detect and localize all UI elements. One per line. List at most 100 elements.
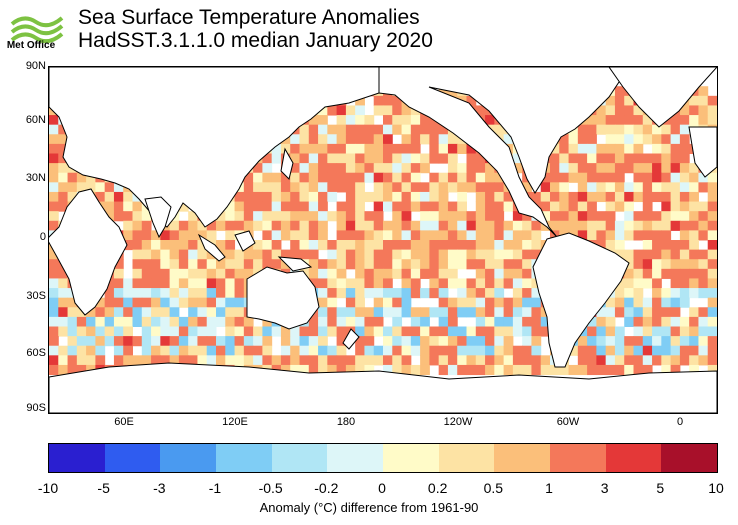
anomaly-cell xyxy=(540,182,551,193)
anomaly-cell xyxy=(123,191,133,203)
anomaly-cell xyxy=(355,182,365,193)
anomaly-cell xyxy=(642,211,653,222)
anomaly-cell xyxy=(318,297,328,308)
anomaly-cell xyxy=(577,191,588,203)
anomaly-cell xyxy=(624,268,634,279)
anomaly-cell xyxy=(67,191,78,203)
anomaly-cell xyxy=(253,220,263,231)
map-canvas xyxy=(49,67,717,413)
anomaly-cell xyxy=(336,249,347,260)
anomaly-cell xyxy=(485,268,495,279)
anomaly-cell xyxy=(679,163,690,174)
anomaly-cell xyxy=(466,211,477,222)
anomaly-cell xyxy=(420,153,430,164)
anomaly-cell xyxy=(141,211,152,222)
anomaly-cell xyxy=(178,355,189,366)
anomaly-cell xyxy=(420,307,430,318)
colorbar-tick-label: -1 xyxy=(208,480,222,496)
anomaly-cell xyxy=(466,364,477,376)
anomaly-cell xyxy=(652,307,662,318)
anomaly-cell xyxy=(550,201,560,212)
anomaly-cell xyxy=(438,278,449,289)
land-outlines xyxy=(49,67,717,413)
anomaly-cell xyxy=(633,288,644,299)
anomaly-cell xyxy=(624,153,634,164)
land-south-america xyxy=(532,232,630,368)
anomaly-cell xyxy=(49,278,59,289)
anomaly-cell xyxy=(188,240,198,251)
anomaly-cell xyxy=(698,220,709,231)
anomaly-cell xyxy=(364,336,375,347)
anomaly-cell xyxy=(624,211,634,222)
anomaly-cell xyxy=(633,230,644,241)
anomaly-cell xyxy=(689,307,699,318)
anomaly-cell xyxy=(113,191,124,203)
land-africa xyxy=(49,188,128,316)
anomaly-cell xyxy=(151,336,161,347)
anomaly-cell xyxy=(559,172,570,183)
anomaly-cell xyxy=(420,268,430,279)
anomaly-cell xyxy=(624,220,634,231)
anomaly-cell xyxy=(410,278,421,289)
anomaly-cell xyxy=(614,86,625,97)
anomaly-cell xyxy=(169,355,180,366)
anomaly-cell xyxy=(169,230,180,241)
anomaly-cell xyxy=(197,345,208,356)
anomaly-cell xyxy=(234,297,245,308)
anomaly-cell xyxy=(447,364,458,376)
anomaly-cell xyxy=(596,163,607,174)
anomaly-cell xyxy=(605,230,616,241)
anomaly-cell xyxy=(642,326,653,337)
lat-label-0: 0 xyxy=(39,231,46,243)
anomaly-cell xyxy=(364,355,375,366)
anomaly-cell xyxy=(355,336,365,347)
anomaly-cell xyxy=(633,153,644,164)
anomaly-cell xyxy=(299,201,310,212)
anomaly-cell xyxy=(113,278,124,289)
anomaly-cell xyxy=(355,307,365,318)
anomaly-cell xyxy=(679,249,690,260)
anomaly-cell xyxy=(633,172,644,183)
anomaly-cell xyxy=(661,230,672,241)
anomaly-cell xyxy=(123,220,133,231)
anomaly-cell xyxy=(679,105,690,116)
anomaly-cell xyxy=(670,153,681,164)
anomaly-cell xyxy=(707,307,717,318)
anomaly-cell xyxy=(475,182,486,193)
colorbar-tick-label: 10 xyxy=(708,480,724,496)
anomaly-cell xyxy=(234,278,245,289)
anomaly-cell xyxy=(540,355,551,366)
anomaly-cell xyxy=(67,316,78,327)
anomaly-cell xyxy=(614,364,625,376)
anomaly-cell xyxy=(355,355,365,366)
anomaly-cell xyxy=(485,182,495,193)
anomaly-cell xyxy=(327,268,338,279)
anomaly-cell xyxy=(494,326,505,337)
anomaly-cell xyxy=(447,182,458,193)
anomaly-cell xyxy=(67,297,78,308)
anomaly-cell xyxy=(299,172,310,183)
anomaly-cell xyxy=(447,172,458,183)
anomaly-cell xyxy=(95,191,106,203)
anomaly-cell xyxy=(290,153,300,164)
anomaly-cell xyxy=(336,278,347,289)
anomaly-cell xyxy=(308,124,319,135)
anomaly-cell xyxy=(661,326,672,337)
anomaly-cell xyxy=(206,278,217,289)
anomaly-cell xyxy=(447,153,458,164)
anomaly-cell xyxy=(577,143,588,154)
anomaly-cell xyxy=(642,172,653,183)
anomaly-cell xyxy=(494,316,505,327)
anomaly-cell xyxy=(698,316,709,327)
anomaly-cell xyxy=(49,288,59,299)
anomaly-cell xyxy=(318,288,328,299)
anomaly-cell xyxy=(661,163,672,174)
anomaly-cell xyxy=(216,268,226,279)
anomaly-cell xyxy=(522,211,532,222)
anomaly-cell xyxy=(327,326,338,337)
anomaly-cell xyxy=(355,172,365,183)
anomaly-cell xyxy=(633,163,644,174)
anomaly-cell xyxy=(58,191,69,203)
anomaly-cell xyxy=(614,240,625,251)
anomaly-cell xyxy=(633,211,644,222)
